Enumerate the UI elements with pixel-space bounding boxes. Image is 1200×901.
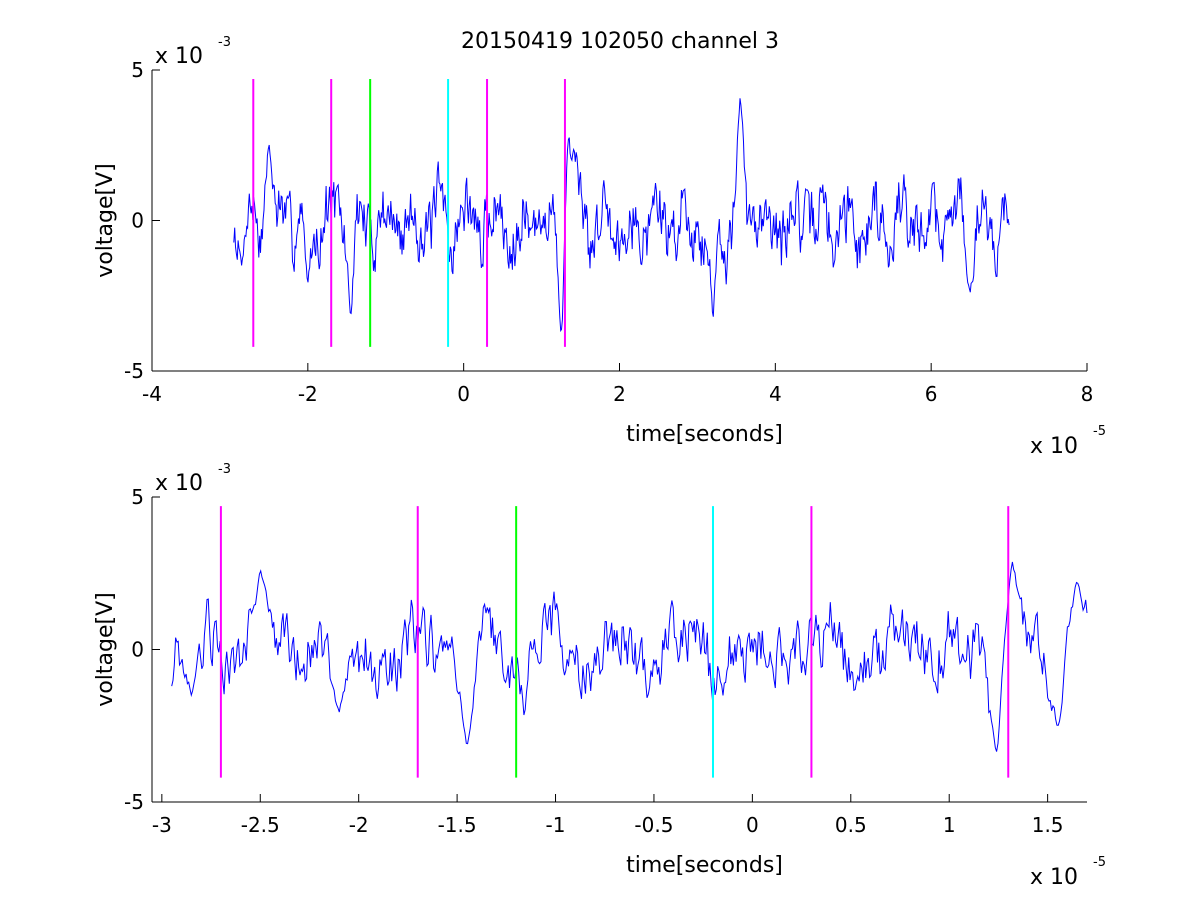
y-multiplier: x 10 bbox=[155, 471, 203, 496]
x-axis-label: time[seconds] bbox=[626, 853, 783, 878]
x-multiplier: x 10 bbox=[1030, 434, 1078, 459]
x-tick-label: -3 bbox=[152, 813, 172, 837]
x-tick-label: 0.5 bbox=[835, 813, 867, 837]
x-axis-label: time[seconds] bbox=[626, 422, 783, 447]
x-tick-label: -1 bbox=[546, 813, 566, 837]
x-tick-label: -2.5 bbox=[241, 813, 280, 837]
x-tick-label: 6 bbox=[925, 382, 938, 406]
x-tick-label: -4 bbox=[142, 382, 162, 406]
x-tick-label: 0 bbox=[457, 382, 470, 406]
signal-line bbox=[171, 561, 1088, 752]
x-multiplier: x 10 bbox=[1030, 865, 1078, 890]
y-multiplier: x 10 bbox=[155, 44, 203, 69]
y-multiplier-exponent: -3 bbox=[218, 462, 231, 477]
x-tick-label: -2 bbox=[298, 382, 318, 406]
x-tick-label: 8 bbox=[1081, 382, 1094, 406]
y-tick-label: 5 bbox=[131, 485, 144, 509]
y-axis-label: voltage[V] bbox=[93, 592, 118, 706]
y-tick-label: 0 bbox=[131, 209, 144, 233]
y-tick-label: 0 bbox=[131, 638, 144, 662]
bottom-plot: -3 -2.5 -2 -1.5 -1 -0.5 0 0.5 1 1.5 -5 0 5 time[secon… bbox=[93, 462, 1106, 890]
signal-line bbox=[233, 98, 1010, 333]
x-tick-label: 4 bbox=[769, 382, 782, 406]
y-tick-label: -5 bbox=[124, 359, 144, 383]
chart-title: 20150419 102050 channel 3 bbox=[461, 29, 779, 54]
y-axis-label: voltage[V] bbox=[93, 163, 118, 277]
x-tick-label: 0 bbox=[746, 813, 759, 837]
x-tick-label: 1 bbox=[943, 813, 956, 837]
x-tick-label: -2 bbox=[349, 813, 369, 837]
x-tick-label: -1.5 bbox=[438, 813, 477, 837]
x-tick-label: 1.5 bbox=[1032, 813, 1064, 837]
x-multiplier-exponent: -5 bbox=[1093, 424, 1106, 439]
y-tick-label: 5 bbox=[131, 58, 144, 82]
x-tick-label: 2 bbox=[613, 382, 626, 406]
x-tick-label: -0.5 bbox=[634, 813, 673, 837]
y-multiplier-exponent: -3 bbox=[218, 35, 231, 50]
y-tick-label: -5 bbox=[124, 790, 144, 814]
x-multiplier-exponent: -5 bbox=[1093, 855, 1106, 870]
top-plot: -4 -2 0 2 4 6 8 -5 0 5 time[seconds] voltage[V] x 10… bbox=[93, 35, 1106, 459]
